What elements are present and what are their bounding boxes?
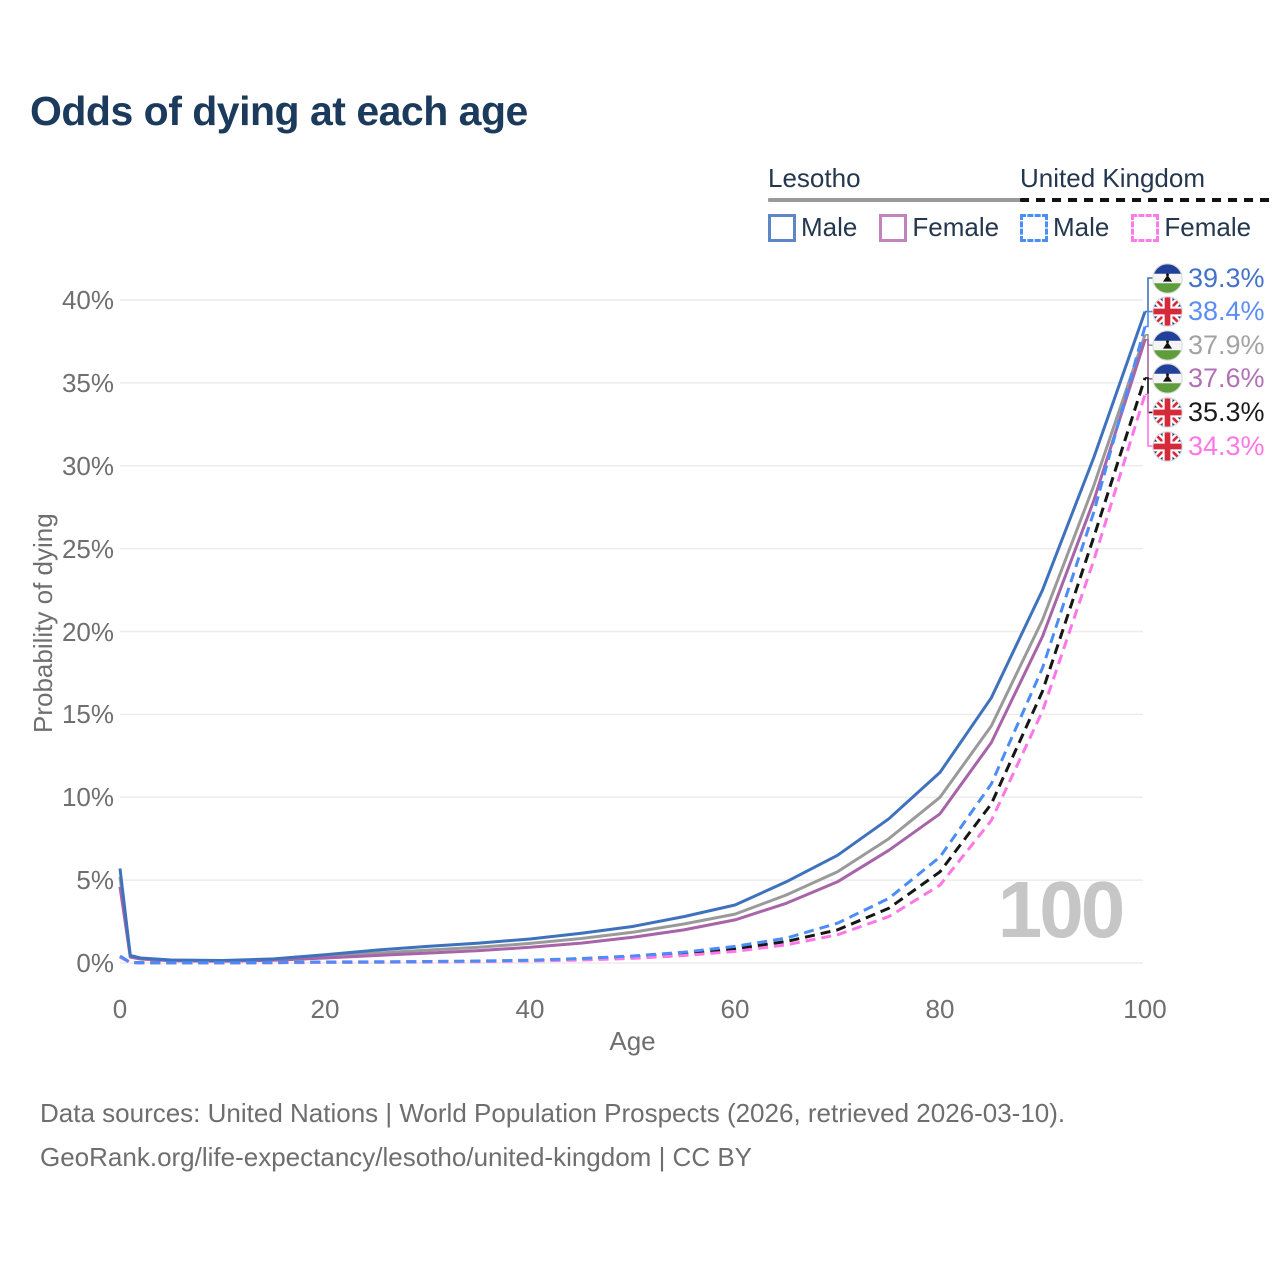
- series-line-uk-male: [119, 326, 1147, 965]
- end-label-value-uk-male: 38.4%: [1188, 296, 1265, 327]
- x-tick-80: 80: [925, 994, 955, 1024]
- lesotho-flag-icon: [1152, 363, 1183, 394]
- uk-flag-icon: [1152, 296, 1183, 327]
- uk-flag-icon: [1152, 430, 1183, 462]
- end-label-connector-lesotho-male: [1145, 277, 1154, 313]
- legend-item-label: Male: [1053, 212, 1110, 242]
- legend-item-uk-female[interactable]: Female: [1131, 212, 1251, 243]
- legend-underline-united-kingdom: [1020, 198, 1274, 202]
- x-tick-60: 60: [720, 994, 750, 1024]
- end-label-connector-uk-female: [1145, 393, 1154, 447]
- y-tick-40: 40%: [61, 285, 114, 315]
- legend-group-lesotho: Lesotho Male Female: [768, 163, 1022, 243]
- lesotho-flag-icon: [1152, 363, 1183, 394]
- legend-item-label: Female: [912, 212, 1000, 242]
- y-tick-0: 0%: [76, 948, 114, 978]
- x-tick-100: 100: [1123, 994, 1167, 1024]
- y-tick-35: 35%: [61, 367, 114, 398]
- uk-flag-icon: [1152, 397, 1183, 428]
- y-tick-25: 25%: [61, 533, 114, 564]
- y-tick-20: 20%: [61, 616, 114, 647]
- footer-attribution: GeoRank.org/life-expectancy/lesotho/unit…: [40, 1142, 753, 1172]
- legend-item-lesotho-female[interactable]: Female: [879, 212, 999, 243]
- lesotho-flag-icon: [1152, 262, 1183, 294]
- x-axis-title: Age: [609, 1026, 656, 1056]
- legend-swatch-solid-blue-icon: [768, 213, 796, 242]
- y-tick-10: 10%: [61, 782, 114, 813]
- legend-group-title-united-kingdom: United Kingdom: [1020, 163, 1205, 193]
- series-line-lesotho-both: [118, 334, 1147, 963]
- legend-underline-lesotho: [768, 198, 1022, 202]
- y-tick-15: 15%: [61, 699, 114, 730]
- uk-flag-icon: [1152, 296, 1183, 327]
- end-label-value-lesotho-male: 39.3%: [1188, 262, 1265, 293]
- legend-swatch-dashed-blue-icon: [1020, 213, 1048, 242]
- lesotho-flag-icon: [1152, 329, 1183, 361]
- end-label-connector-uk-male: [1145, 310, 1154, 328]
- footer-data-sources: Data sources: United Nations | World Pop…: [40, 1098, 1066, 1128]
- page-title: Odds of dying at each age: [30, 88, 528, 134]
- legend-item-label: Male: [801, 212, 858, 242]
- x-tick-0: 0: [112, 994, 128, 1024]
- uk-flag-icon: [1152, 397, 1183, 428]
- lesotho-flag-icon: [1152, 262, 1183, 294]
- legend-item-label: Female: [1164, 212, 1252, 242]
- legend-swatch-solid-purple-icon: [879, 213, 908, 242]
- series-line-lesotho-female: [118, 339, 1147, 963]
- series-line-lesotho-male: [118, 311, 1147, 962]
- legend-group-title-lesotho: Lesotho: [768, 163, 861, 193]
- end-label-value-uk-both: 35.3%: [1188, 396, 1265, 427]
- x-tick-20: 20: [310, 994, 340, 1024]
- footer: Data sources: United Nations | World Pop…: [40, 1098, 1065, 1186]
- legend-group-united-kingdom: United Kingdom Male Female: [1020, 163, 1274, 243]
- watermark-max-age: 100: [997, 865, 1125, 954]
- y-axis-title: Probability of dying: [28, 513, 58, 733]
- legend-item-lesotho-male[interactable]: Male: [768, 212, 857, 243]
- end-label-connector-lesotho-female: [1145, 339, 1154, 380]
- y-tick-5: 5%: [76, 865, 114, 896]
- legend-item-uk-male[interactable]: Male: [1020, 212, 1109, 243]
- y-tick-30: 30%: [61, 450, 114, 481]
- end-label-value-lesotho-female: 37.6%: [1188, 363, 1265, 394]
- end-label-value-uk-female: 34.3%: [1188, 430, 1265, 461]
- lesotho-flag-icon: [1152, 329, 1183, 361]
- end-label-value-lesotho-both: 37.9%: [1188, 329, 1265, 360]
- uk-flag-icon: [1152, 430, 1183, 462]
- legend-swatch-dashed-pink-icon: [1131, 213, 1160, 242]
- x-tick-40: 40: [515, 994, 545, 1024]
